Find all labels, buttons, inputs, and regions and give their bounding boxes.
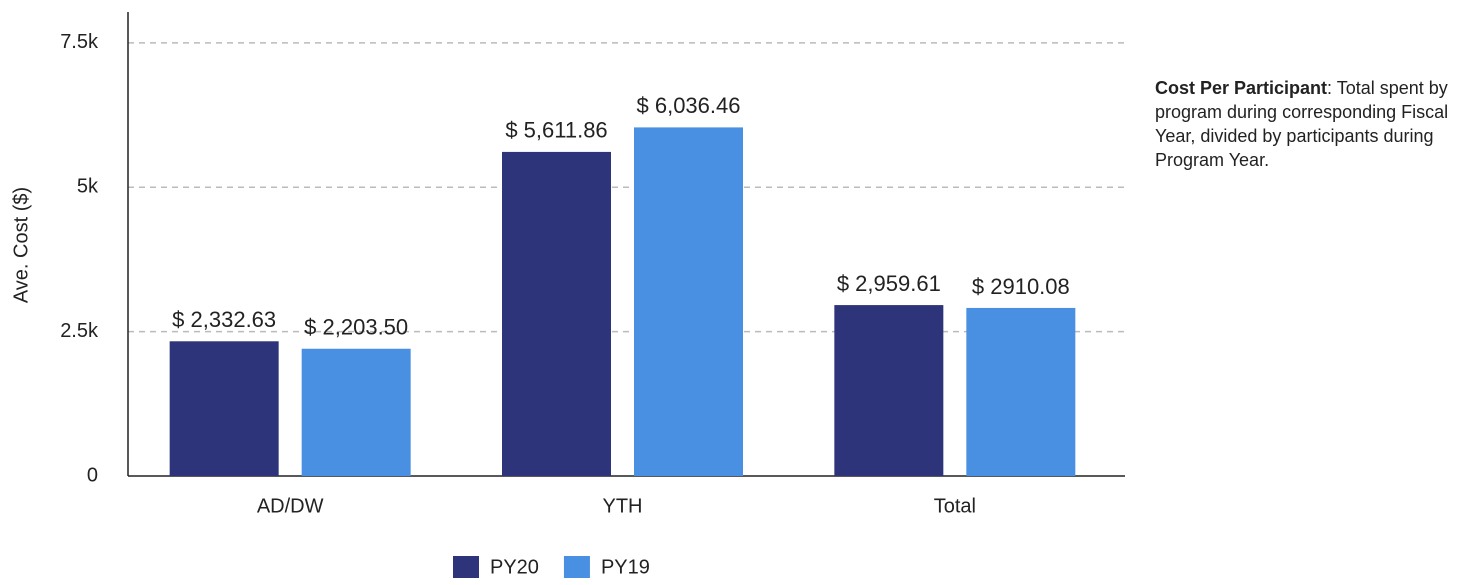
legend-swatch xyxy=(453,556,479,578)
annotation-title: Cost Per Participant xyxy=(1155,78,1328,98)
x-tick-label: YTH xyxy=(603,495,643,517)
x-tick-label: AD/DW xyxy=(257,495,324,517)
value-label: $ 5,611.86 xyxy=(505,118,607,143)
y-tick-label: 2.5k xyxy=(60,320,99,342)
bar xyxy=(502,151,611,476)
bar xyxy=(834,305,944,476)
legend-label: PY20 xyxy=(490,556,539,578)
bar xyxy=(966,307,1076,476)
y-axis-label: Ave. Cost ($) xyxy=(10,187,32,303)
value-label: $ 2,203.50 xyxy=(304,315,408,340)
annotation: Cost Per Participant: Total spent by pro… xyxy=(1155,76,1475,172)
value-label: $ 2,332.63 xyxy=(172,307,276,332)
y-tick-label: 7.5k xyxy=(60,31,99,53)
bar xyxy=(169,341,279,476)
annotation-text: : Total spent by program during correspo… xyxy=(1155,78,1449,170)
y-tick-label: 0 xyxy=(87,464,98,486)
legend-swatch xyxy=(563,556,590,578)
x-tick-label: Total xyxy=(934,495,976,517)
legend-label: PY19 xyxy=(601,556,650,578)
bar xyxy=(301,348,411,476)
bar xyxy=(634,127,743,476)
value-label: $ 6,036.46 xyxy=(637,93,741,118)
y-tick-label: 5k xyxy=(77,176,99,198)
value-label: $ 2910.08 xyxy=(972,274,1070,299)
value-label: $ 2,959.61 xyxy=(837,271,941,296)
